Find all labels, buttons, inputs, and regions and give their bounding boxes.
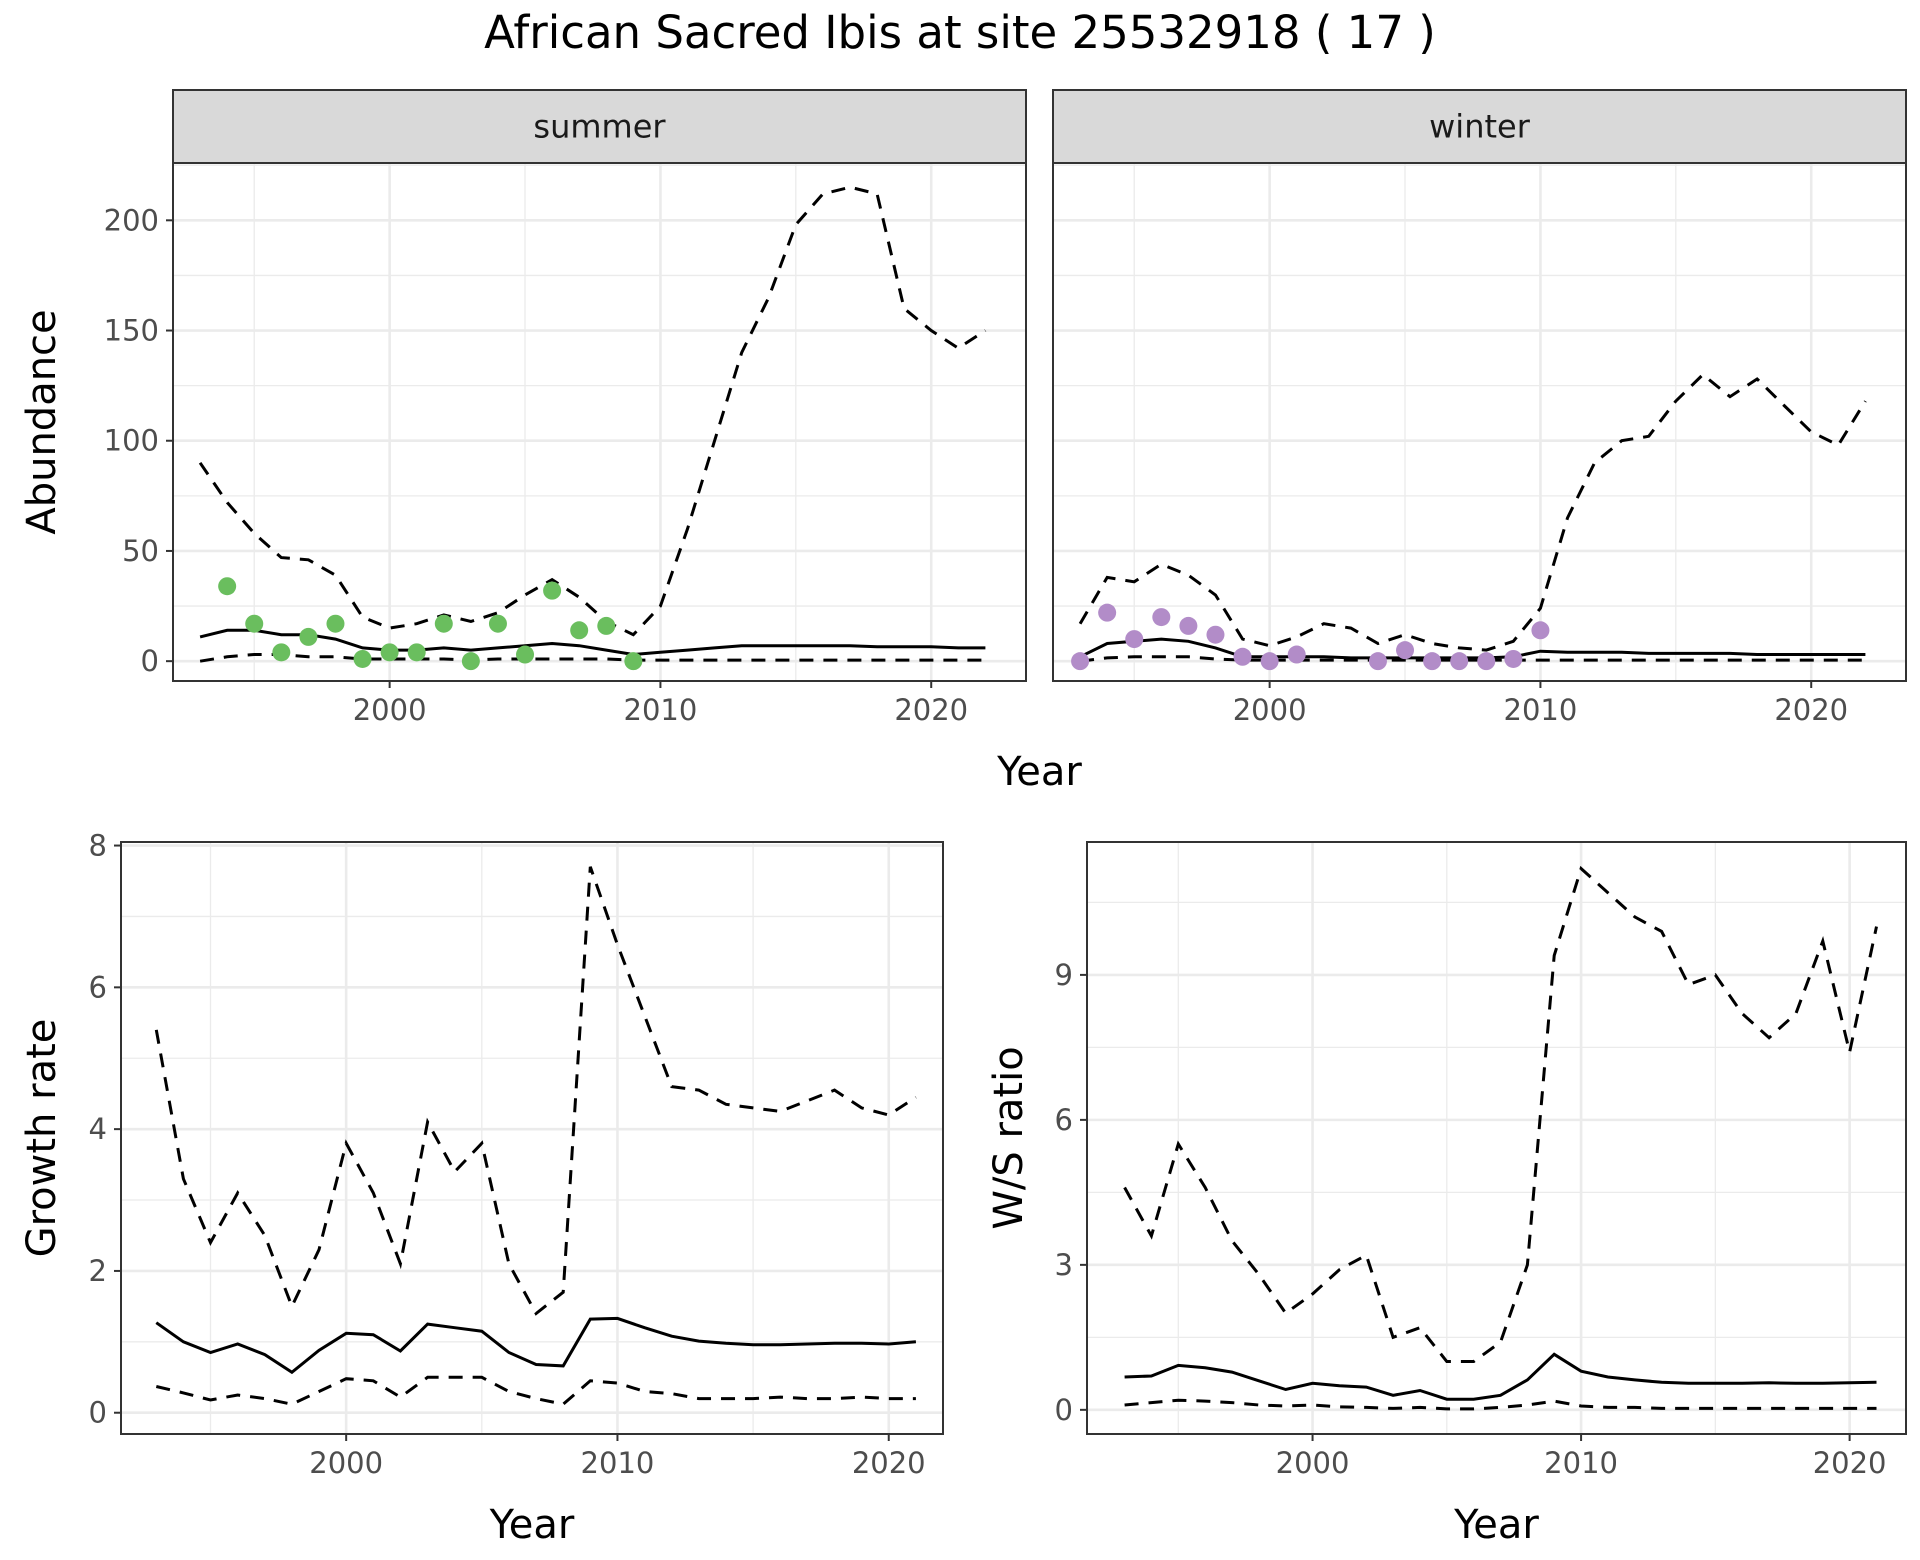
- observed-point: [570, 621, 589, 640]
- observed-point: [597, 616, 616, 635]
- facet-label-winter: winter: [1429, 108, 1531, 146]
- x-tick-label: 2010: [1544, 1446, 1618, 1480]
- observed-point: [1450, 652, 1469, 671]
- y-tick-label: 8: [89, 829, 107, 863]
- observed-point: [1477, 652, 1496, 671]
- panel-ws-ratio: 2000 2010 2020 0 3 6 9: [1055, 841, 1907, 1480]
- y-tick-label: 50: [122, 534, 159, 568]
- ratio-y-axis-title: W/S ratio: [986, 1046, 1032, 1229]
- observed-point: [434, 614, 453, 633]
- x-tick-label: 2020: [1813, 1446, 1887, 1480]
- x-tick-label: 2020: [894, 693, 968, 727]
- ratio-x-axis-title: Year: [1453, 1502, 1539, 1548]
- y-tick-label: 0: [141, 644, 159, 678]
- x-tick-label: 2000: [1233, 693, 1307, 727]
- observed-point: [1287, 645, 1306, 664]
- panel-abundance-summer: 2000 2010 2020 0 50 100 150 200: [104, 162, 1027, 727]
- x-tick-label: 2010: [581, 1446, 655, 1480]
- y-tick-label: 4: [89, 1112, 107, 1146]
- x-tick-label: 2010: [1504, 693, 1578, 727]
- observed-point: [272, 643, 291, 662]
- facet-label-summer: summer: [533, 108, 666, 146]
- figure-title: African Sacred Ibis at site 25532918 ( 1…: [484, 6, 1436, 59]
- observed-point: [1098, 603, 1117, 622]
- panel-abundance-winter: 2000 2010 2020: [1052, 162, 1907, 727]
- lower-ci-line: [199, 653, 986, 663]
- observed-point: [245, 614, 264, 633]
- y-tick-label: 6: [1055, 1103, 1073, 1137]
- observed-point: [407, 643, 426, 662]
- observed-point: [299, 627, 318, 646]
- observed-point: [1368, 652, 1387, 671]
- y-tick-label: 100: [104, 424, 159, 458]
- x-tick-label: 2020: [852, 1446, 926, 1480]
- estimate-line: [1079, 637, 1866, 660]
- panel-growth-rate: 2000 2010 2020 0 2 4 6 8: [89, 829, 944, 1480]
- x-tick-label: 2000: [353, 693, 427, 727]
- observed-point: [353, 649, 372, 668]
- panel-border: [172, 162, 1027, 682]
- panel-border: [1086, 841, 1907, 1435]
- y-tick-label: 200: [104, 203, 159, 237]
- panel-border: [120, 841, 944, 1435]
- panel-border: [1052, 162, 1907, 682]
- observed-point: [1531, 621, 1550, 640]
- observed-point: [488, 614, 507, 633]
- observed-point: [1125, 630, 1144, 649]
- observed-point: [1423, 652, 1442, 671]
- x-tick-label: 2000: [1276, 1446, 1350, 1480]
- observed-point: [326, 614, 345, 633]
- y-tick-label: 9: [1055, 958, 1073, 992]
- observed-point: [1071, 652, 1090, 671]
- observed-point: [624, 652, 643, 671]
- lower-ci-line: [1079, 655, 1866, 663]
- y-tick-label: 6: [89, 970, 107, 1004]
- upper-ci-line: [198, 185, 987, 637]
- lower-ci-line: [1124, 1398, 1877, 1411]
- abundance-y-axis-title: Abundance: [19, 309, 65, 534]
- observed-point: [1206, 625, 1225, 644]
- observed-point: [380, 643, 399, 662]
- y-tick-label: 0: [89, 1396, 107, 1430]
- growth-x-axis-title: Year: [489, 1502, 575, 1548]
- observed-point: [516, 645, 535, 664]
- estimate-line: [155, 1316, 917, 1375]
- observed-point: [543, 581, 562, 600]
- upper-ci-line: [1123, 865, 1878, 1363]
- observed-point: [218, 577, 237, 596]
- estimate-line: [199, 628, 986, 657]
- y-tick-label: 3: [1055, 1248, 1073, 1282]
- observed-point: [1179, 616, 1198, 635]
- observed-point: [1233, 647, 1252, 666]
- facet-strip-summer: [172, 89, 1027, 164]
- y-tick-label: 0: [1055, 1393, 1073, 1427]
- x-tick-label: 2000: [309, 1446, 383, 1480]
- x-tick-label: 2010: [624, 693, 698, 727]
- observed-point: [461, 652, 480, 671]
- upper-ci-line: [154, 866, 917, 1316]
- upper-ci-line: [1078, 372, 1867, 652]
- lower-ci-line: [155, 1375, 916, 1406]
- x-tick-label: 2020: [1774, 693, 1848, 727]
- y-tick-label: 2: [89, 1254, 107, 1288]
- estimate-line: [1124, 1352, 1877, 1401]
- growth-y-axis-title: Growth rate: [19, 1019, 65, 1258]
- abundance-x-axis-title: Year: [996, 749, 1082, 795]
- observed-point: [1396, 641, 1415, 660]
- y-tick-label: 150: [104, 314, 159, 348]
- observed-point: [1152, 608, 1171, 627]
- observed-point: [1260, 652, 1279, 671]
- observed-point: [1504, 649, 1523, 668]
